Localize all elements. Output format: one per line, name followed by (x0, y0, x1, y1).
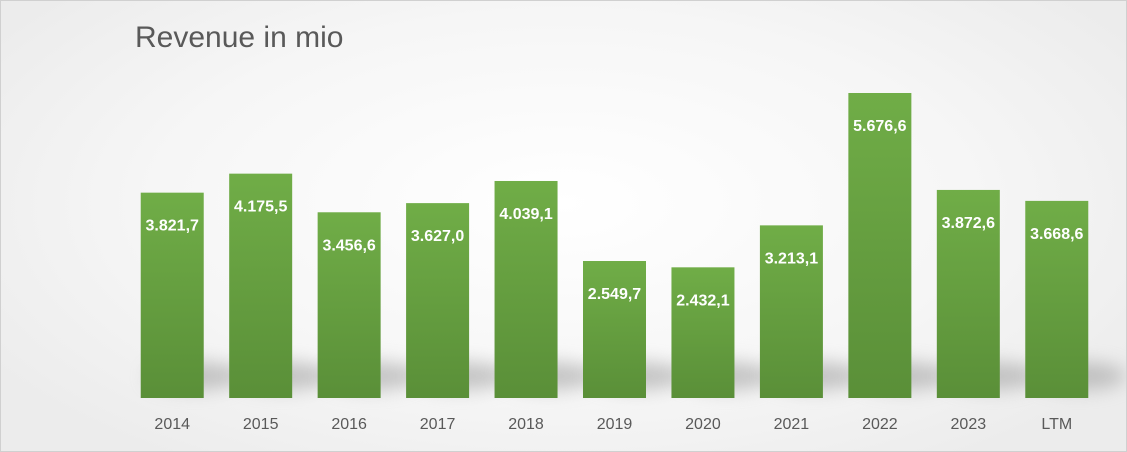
chart-title: Revenue in mio (135, 21, 344, 54)
data-label-2016: 3.456,6 (322, 237, 375, 254)
bar-2017 (406, 203, 470, 398)
bar-2023 (936, 189, 1000, 398)
data-label-2021: 3.213,1 (765, 250, 818, 267)
x-tick-label-2015: 2015 (243, 416, 279, 433)
bar-2019 (583, 261, 646, 398)
bar-2015 (229, 173, 293, 398)
data-label-2020: 2.432,1 (676, 292, 729, 309)
bar-2014 (140, 192, 204, 398)
x-tick-label-2014: 2014 (154, 416, 190, 433)
data-label-2023: 3.872,6 (942, 215, 995, 232)
x-axis-ticks: 2014 2015 2016 2017 2018 2019 2020 2021 2022 2023… (154, 416, 1072, 433)
data-label-LTM: 3.668,6 (1030, 226, 1083, 243)
data-label-2017: 3.627,0 (411, 228, 464, 245)
data-label-2015: 4.175,5 (234, 199, 287, 216)
bar-2020 (671, 267, 735, 398)
x-tick-label-2018: 2018 (508, 416, 544, 433)
x-tick-label-LTM: LTM (1041, 416, 1072, 433)
data-label-2014: 3.821,7 (146, 218, 199, 235)
x-tick-label-2021: 2021 (774, 416, 810, 433)
bars (140, 93, 1089, 398)
bar-2022 (848, 93, 912, 398)
bar-LTM (1025, 200, 1089, 398)
bar-2018 (494, 180, 558, 398)
x-tick-label-2019: 2019 (597, 416, 633, 433)
data-label-2019: 2.549,7 (588, 286, 641, 303)
data-label-2022: 5.676,6 (853, 118, 906, 135)
data-labels: 3.821,7 4.175,5 3.456,6 3.627,0 4.039,1 2.549… (146, 118, 1084, 309)
x-tick-label-2016: 2016 (331, 416, 367, 433)
x-tick-label-2022: 2022 (862, 416, 898, 433)
bar-2016 (317, 212, 381, 398)
bar-2021 (759, 225, 823, 398)
x-tick-label-2017: 2017 (420, 416, 456, 433)
data-label-2018: 4.039,1 (499, 206, 552, 223)
x-tick-label-2020: 2020 (685, 416, 721, 433)
x-tick-label-2023: 2023 (951, 416, 987, 433)
